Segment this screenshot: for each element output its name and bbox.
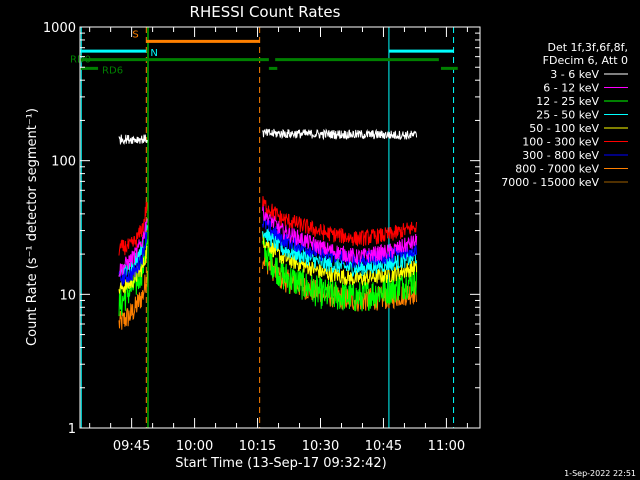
series-line-4-segment-0 [118, 245, 148, 294]
series-line-6-segment-0 [118, 231, 148, 286]
series-line-1-segment-1 [262, 203, 418, 265]
legend-label: 25 - 50 keV [536, 109, 599, 122]
flag-label-rd6: RD6 [102, 65, 123, 76]
legend-label: 800 - 7000 keV [515, 163, 599, 176]
series-line-0-segment-0 [118, 134, 148, 146]
legend-header-line-1: Det 1f,3f,6f,8f, [547, 41, 628, 54]
x-tick-label: 09:45 [113, 439, 150, 454]
legend-label: 7000 - 15000 keV [501, 176, 599, 189]
y-tick-label: 1000 [43, 21, 76, 36]
legend-label: 300 - 800 keV [522, 149, 599, 162]
x-tick-label: 10:15 [239, 439, 276, 454]
series-line-7-segment-0 [118, 270, 148, 330]
y-tick-label: 10 [59, 288, 76, 303]
legend-header-line-2: FDecim 6, Att 0 [543, 54, 628, 67]
series-line-5-segment-1 [262, 196, 418, 247]
x-tick-label: 10:30 [302, 439, 339, 454]
y-tick-label: 1 [68, 422, 76, 437]
flag-label-s: S [132, 29, 138, 40]
flag-label-rd0: RD0 [70, 55, 91, 66]
series-line-2-segment-0 [118, 239, 148, 317]
series-line-3-segment-1 [262, 228, 418, 277]
series-line-0-segment-1 [262, 128, 418, 141]
y-tick-label: 100 [51, 155, 76, 170]
x-tick-label: 10:00 [176, 439, 213, 454]
legend-label: 12 - 25 keV [536, 95, 599, 108]
chart-title: RHESSI Count Rates [190, 3, 341, 21]
timestamp-annotation: 1-Sep-2022 22:51 [564, 469, 636, 478]
y-axis-label: Count Rate (s⁻¹ detector segment⁻¹) [25, 108, 40, 346]
x-tick-label: 11:00 [428, 439, 465, 454]
series-line-5-segment-0 [118, 201, 148, 256]
legend-label: 6 - 12 keV [543, 82, 599, 95]
x-axis-label: Start Time (13-Sep-17 09:32:42) [175, 456, 386, 471]
legend-label: 100 - 300 keV [522, 136, 599, 149]
series-line-2-segment-1 [262, 236, 418, 312]
x-tick-label: 10:45 [365, 439, 402, 454]
legend-label: 50 - 100 keV [529, 122, 599, 135]
legend-label: 3 - 6 keV [550, 68, 599, 81]
flag-label-n: N [150, 48, 157, 59]
series-line-1-segment-0 [118, 218, 148, 278]
plot-frame [79, 26, 481, 429]
